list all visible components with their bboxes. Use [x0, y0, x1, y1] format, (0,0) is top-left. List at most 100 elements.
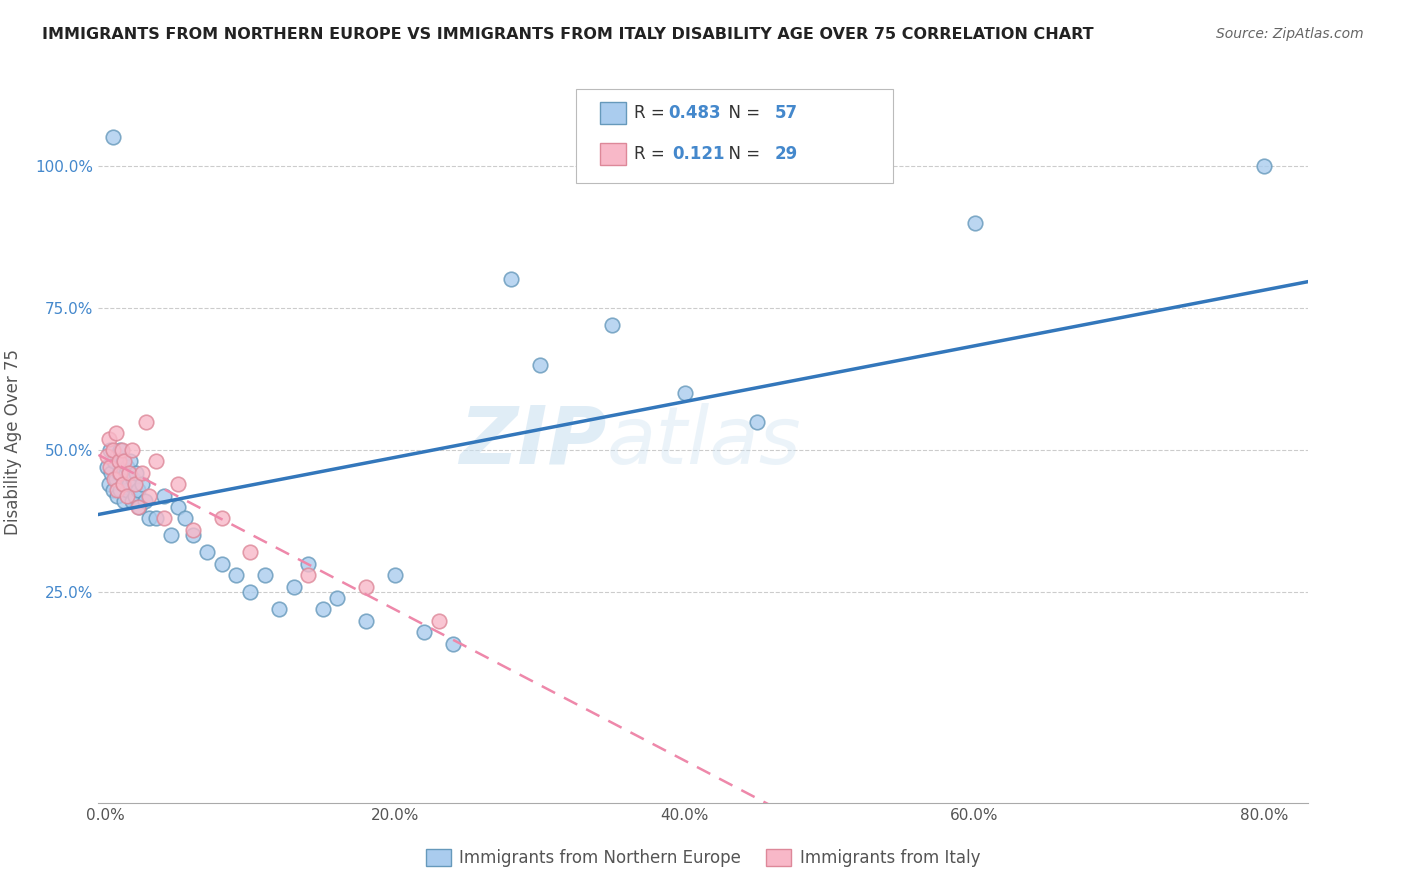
Point — [167, 477, 190, 491]
Point — [103, 454, 125, 468]
Point — [105, 483, 128, 497]
Text: Source: ZipAtlas.com: Source: ZipAtlas.com — [1216, 27, 1364, 41]
Point — [108, 483, 131, 497]
Point — [356, 580, 378, 594]
Point — [174, 511, 197, 525]
Point — [122, 471, 145, 485]
Point — [110, 443, 132, 458]
Text: atlas: atlas — [606, 402, 801, 481]
Text: ZIP: ZIP — [458, 402, 606, 481]
Point — [112, 477, 135, 491]
Point — [107, 454, 129, 468]
Point — [283, 580, 305, 594]
Point — [96, 449, 118, 463]
Point — [121, 494, 143, 508]
Point — [98, 460, 121, 475]
Point — [101, 443, 124, 458]
Point — [104, 425, 127, 440]
Point — [97, 432, 120, 446]
Text: N =: N = — [718, 145, 766, 163]
Text: 0.483: 0.483 — [668, 104, 720, 122]
Point — [108, 466, 131, 480]
Point — [121, 443, 143, 458]
Point — [326, 591, 349, 605]
Text: IMMIGRANTS FROM NORTHERN EUROPE VS IMMIGRANTS FROM ITALY DISABILITY AGE OVER 75 : IMMIGRANTS FROM NORTHERN EUROPE VS IMMIG… — [42, 27, 1094, 42]
Point — [152, 511, 174, 525]
Point — [529, 358, 551, 372]
Y-axis label: Disability Age Over 75: Disability Age Over 75 — [4, 349, 21, 534]
Point — [97, 477, 120, 491]
Point — [239, 545, 262, 559]
Point — [104, 471, 127, 485]
Point — [98, 443, 121, 458]
Point — [413, 625, 436, 640]
Point — [117, 460, 139, 475]
Point — [103, 471, 125, 485]
Point — [269, 602, 291, 616]
Point — [159, 528, 181, 542]
Point — [427, 614, 450, 628]
Point — [195, 545, 218, 559]
Point — [128, 500, 150, 514]
Point — [441, 636, 464, 650]
Point — [211, 557, 233, 571]
Point — [112, 477, 135, 491]
Point — [963, 215, 986, 229]
Point — [225, 568, 247, 582]
Text: R =: R = — [634, 145, 675, 163]
Text: 0.121: 0.121 — [672, 145, 724, 163]
Point — [114, 454, 136, 468]
Point — [297, 568, 319, 582]
Text: 57: 57 — [775, 104, 797, 122]
Point — [152, 489, 174, 503]
Point — [673, 386, 696, 401]
Text: N =: N = — [718, 104, 766, 122]
Point — [501, 272, 523, 286]
Point — [117, 483, 139, 497]
Point — [384, 568, 406, 582]
Point — [120, 454, 142, 468]
Point — [145, 511, 167, 525]
Point — [131, 477, 153, 491]
Point — [602, 318, 624, 332]
Point — [124, 489, 146, 503]
Point — [101, 483, 124, 497]
Point — [124, 477, 146, 491]
Point — [118, 477, 141, 491]
Point — [107, 466, 129, 480]
Point — [135, 415, 157, 429]
Point — [115, 466, 138, 480]
Point — [108, 443, 131, 458]
Point — [181, 528, 204, 542]
Point — [100, 466, 122, 480]
Legend: Immigrants from Northern Europe, Immigrants from Italy: Immigrants from Northern Europe, Immigra… — [419, 842, 987, 874]
Point — [211, 511, 233, 525]
Point — [101, 130, 124, 145]
Point — [138, 511, 160, 525]
Point — [114, 494, 136, 508]
Point — [125, 466, 148, 480]
Point — [127, 483, 149, 497]
Point — [312, 602, 335, 616]
Point — [138, 489, 160, 503]
Text: 29: 29 — [775, 145, 799, 163]
Text: R =: R = — [634, 104, 671, 122]
Point — [105, 489, 128, 503]
Point — [127, 500, 149, 514]
Point — [1253, 159, 1275, 173]
Point — [131, 466, 153, 480]
Point — [110, 460, 132, 475]
Point — [96, 460, 118, 475]
Point — [118, 466, 141, 480]
Point — [112, 454, 135, 468]
Point — [117, 489, 139, 503]
Point — [239, 585, 262, 599]
Point — [253, 568, 276, 582]
Point — [145, 454, 167, 468]
Point — [297, 557, 319, 571]
Point — [356, 614, 378, 628]
Point — [181, 523, 204, 537]
Point — [134, 494, 156, 508]
Point — [167, 500, 190, 514]
Point — [747, 415, 769, 429]
